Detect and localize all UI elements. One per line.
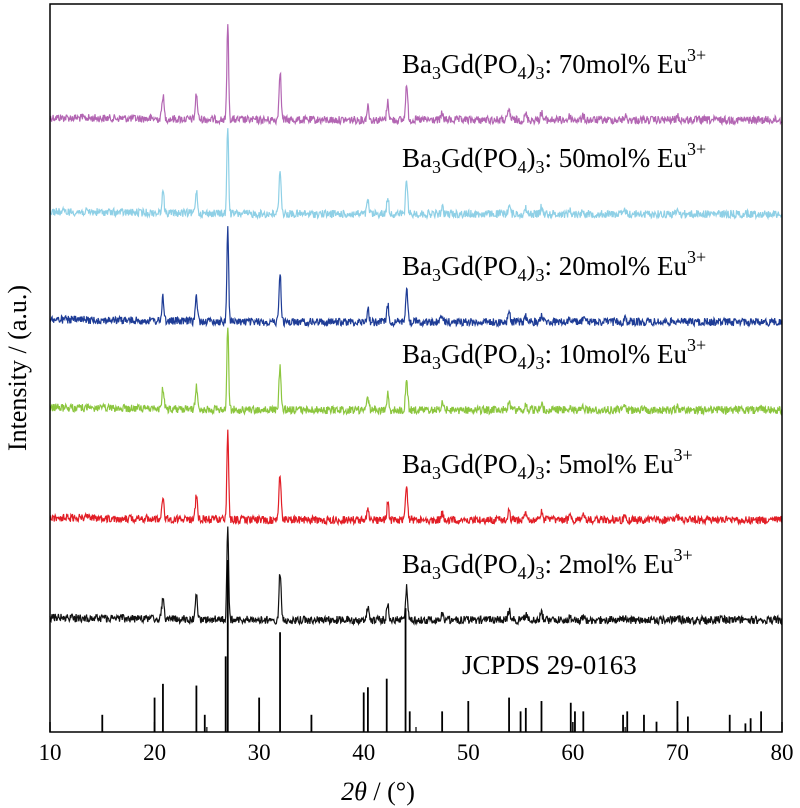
series-label-2: Ba3Gd(PO4)3: 50mol% Eu3+ (402, 139, 706, 177)
x-tick-label-50: 50 (457, 740, 480, 765)
x-tick-label-60: 60 (561, 740, 584, 765)
series-label-6: Ba3Gd(PO4)3: 2mol% Eu3+ (402, 545, 693, 583)
x-tick-label-30: 30 (248, 740, 271, 765)
x-axis-title: 2θ / (°) (341, 777, 415, 806)
series-line-2 (49, 128, 783, 221)
series-line-6 (49, 526, 783, 627)
reference-label: JCPDS 29-0163 (462, 650, 637, 680)
x-tick-label-10: 10 (39, 740, 62, 765)
y-axis-title: Intensity / (a.u.) (3, 285, 32, 451)
series-label-4: Ba3Gd(PO4)3: 10mol% Eu3+ (402, 335, 706, 373)
series-line-5 (49, 429, 783, 527)
series-label-5: Ba3Gd(PO4)3: 5mol% Eu3+ (402, 445, 693, 483)
x-axis: 10 20 30 40 50 60 70 80 (39, 722, 794, 765)
x-tick-label-20: 20 (143, 740, 166, 765)
plot-area: Ba3Gd(PO4)3: 70mol% Eu3+ Ba3Gd(PO4)3: 50m… (49, 24, 783, 732)
x-tick-label-40: 40 (352, 740, 375, 765)
series-line-1 (49, 24, 782, 127)
series-label-3: Ba3Gd(PO4)3: 20mol% Eu3+ (402, 247, 706, 285)
series-line-3 (49, 226, 783, 329)
x-tick-label-80: 80 (771, 740, 794, 765)
series-line-4 (49, 327, 783, 416)
series-label-1: Ba3Gd(PO4)3: 70mol% Eu3+ (402, 45, 706, 83)
x-tick-label-70: 70 (666, 740, 689, 765)
